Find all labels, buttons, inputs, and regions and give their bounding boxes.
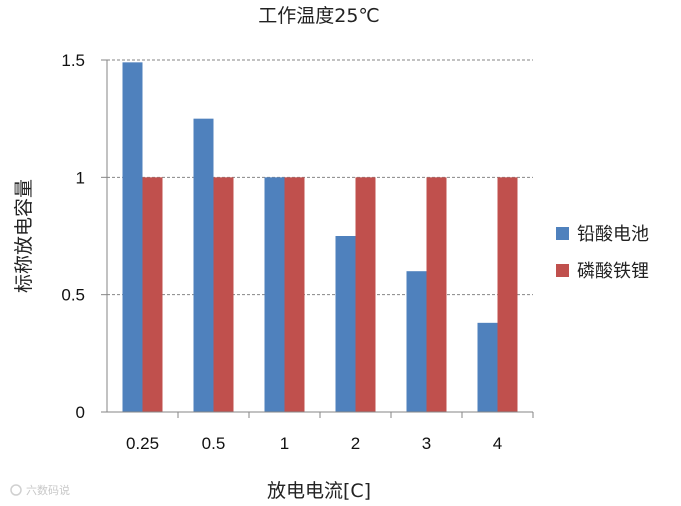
bar-lead-acid — [406, 271, 427, 412]
legend-swatch — [556, 227, 569, 240]
bar-lead-acid — [477, 322, 498, 412]
y-tick-label: 1 — [76, 168, 85, 187]
y-axis-title: 标称放电容量 — [13, 179, 35, 293]
x-tick-label: 4 — [493, 434, 502, 453]
watermark: 六数码说 — [10, 483, 70, 497]
bar-lfp — [284, 177, 305, 412]
bar-lead-acid — [122, 62, 143, 412]
bar-lfp — [497, 177, 518, 412]
y-tick-label: 0.5 — [61, 286, 85, 305]
legend-swatch — [556, 264, 569, 277]
bar-lead-acid — [335, 236, 356, 412]
bar-lfp — [142, 177, 163, 412]
bars — [122, 62, 518, 413]
watermark-logo-icon — [10, 484, 22, 496]
bar-lead-acid — [264, 177, 285, 412]
bar-lfp — [426, 177, 447, 412]
bar-lfp — [213, 177, 234, 412]
x-tick-label: 0.25 — [126, 434, 159, 453]
x-axis-title: 放电电流[C] — [267, 480, 371, 502]
bar-lfp — [355, 177, 376, 412]
x-tick-label: 2 — [351, 434, 360, 453]
gridlines — [107, 59, 533, 296]
legend-label: 磷酸铁锂 — [577, 261, 649, 282]
x-tick-label: 0.5 — [202, 434, 226, 453]
y-ticks: 0 0.5 1 1.5 — [61, 51, 107, 422]
chart-title: 工作温度25℃ — [258, 5, 380, 27]
watermark-text: 六数码说 — [26, 483, 70, 497]
y-tick-label: 0 — [76, 403, 85, 422]
y-tick-label: 1.5 — [61, 51, 85, 70]
x-ticks: 0.25 0.5 1 2 3 4 — [126, 412, 534, 453]
x-tick-label: 1 — [280, 434, 289, 453]
x-tick-label: 3 — [422, 434, 431, 453]
bar-lead-acid — [193, 118, 214, 413]
legend-label: 铅酸电池 — [577, 224, 649, 245]
